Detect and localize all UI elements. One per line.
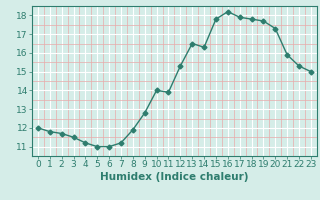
- X-axis label: Humidex (Indice chaleur): Humidex (Indice chaleur): [100, 172, 249, 182]
